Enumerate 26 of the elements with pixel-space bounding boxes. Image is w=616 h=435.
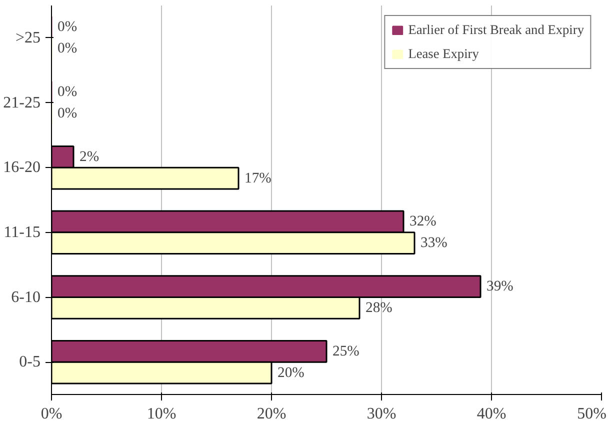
- x-tick-label: 40%: [476, 406, 506, 422]
- x-tick-label: 30%: [366, 406, 396, 422]
- x-tick-label: 0%: [40, 406, 62, 422]
- data-label: 25%: [332, 343, 360, 360]
- data-label: 0%: [58, 84, 78, 100]
- legend-label: Lease Expiry: [408, 46, 479, 62]
- data-label: 20%: [278, 364, 304, 381]
- x-tick-label: 10%: [146, 406, 176, 422]
- data-label: 39%: [486, 278, 514, 295]
- y-tick-label: 21-25: [3, 94, 40, 112]
- data-label: 0%: [58, 105, 78, 122]
- data-label: 0%: [58, 40, 78, 57]
- data-label: 28%: [366, 300, 392, 316]
- data-label: 2%: [80, 148, 100, 165]
- data-label: 17%: [244, 170, 272, 186]
- x-tick-label: 50%: [577, 406, 606, 422]
- data-label: 32%: [410, 214, 436, 230]
- data-label: 0%: [58, 19, 78, 36]
- y-tick-label: 6-10: [11, 288, 40, 306]
- legend-label: Earlier of First Break and Expiry: [408, 22, 584, 38]
- y-tick-label: >25: [15, 29, 41, 46]
- data-label: 33%: [420, 235, 448, 252]
- x-tick-label: 20%: [256, 406, 286, 422]
- y-tick-label: 11-15: [4, 224, 40, 241]
- y-tick-label: 0-5: [19, 354, 40, 371]
- y-tick-label: 16-20: [3, 159, 40, 176]
